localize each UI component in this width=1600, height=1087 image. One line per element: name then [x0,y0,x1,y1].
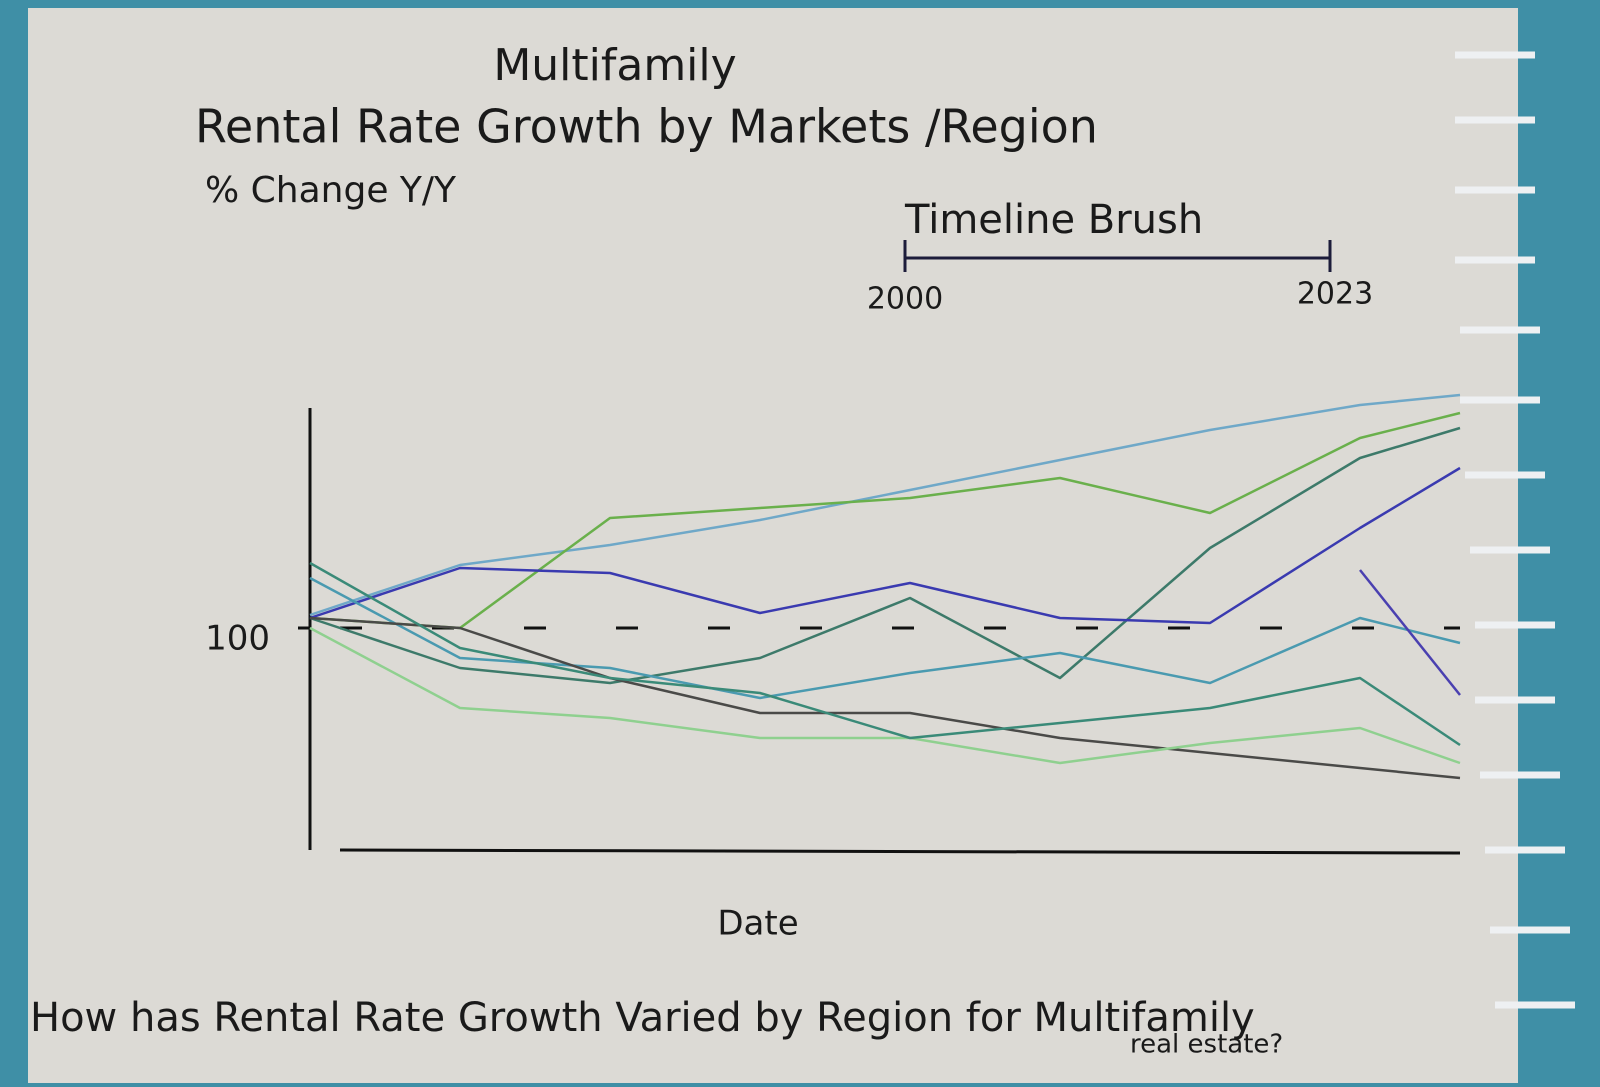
series-line [309,576,1461,700]
caption: How has Rental Rate Growth Varied by Reg… [30,995,1255,1041]
spiral-binding [1455,51,1575,1009]
series-line [309,393,1461,617]
y-tick-label: 100 [205,619,270,659]
subtitle: % Change Y/Y [205,170,457,211]
supertitle: Multifamily [493,40,736,91]
series-line [309,426,1461,685]
brush-label: Timeline Brush [904,197,1203,243]
series-line [309,466,1461,625]
brush-start-label: 2000 [867,282,943,317]
series-line [309,561,1461,747]
paper [28,8,1518,1083]
series-line [309,411,1461,630]
caption-note: real estate? [1130,1030,1283,1060]
series-line [309,616,1461,780]
series-line [1359,569,1461,696]
x-axis [339,848,1461,855]
brush-end-label: 2023 [1297,277,1373,312]
x-axis-label: Date [717,904,798,944]
chart-title: Rental Rate Growth by Markets /Region [195,100,1098,154]
